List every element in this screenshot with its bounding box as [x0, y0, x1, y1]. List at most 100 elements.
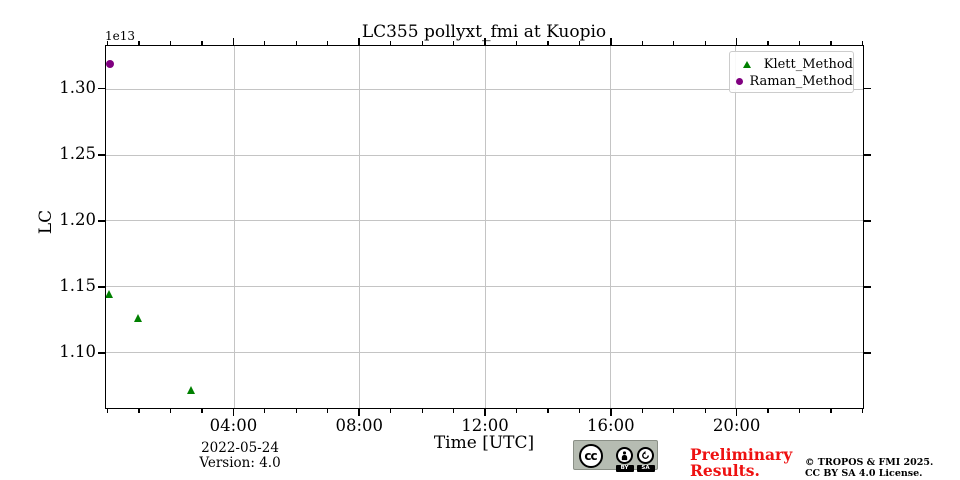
x-minor-tick-bottom: [390, 408, 392, 413]
x-minor-tick-bottom: [861, 408, 863, 413]
x-major-tick-top: [358, 38, 361, 45]
x-minor-tick-bottom: [704, 408, 706, 413]
preliminary-results-note: Preliminary Results.: [690, 445, 793, 480]
y-gridline: [105, 220, 863, 222]
y-major-tick-right: [864, 352, 871, 354]
x-major-tick-bottom: [610, 408, 612, 416]
y-gridline: [105, 88, 863, 90]
legend-label-raman: Raman_Method: [749, 73, 853, 89]
x-minor-tick-bottom: [767, 408, 769, 413]
x-minor-tick-top: [295, 41, 297, 45]
x-minor-tick-top: [673, 41, 675, 45]
version-label: Version: 4.0: [199, 455, 281, 471]
x-tick-label: 16:00: [587, 415, 635, 435]
x-minor-tick-top: [201, 41, 203, 45]
x-minor-tick-top: [641, 41, 643, 45]
cc-by-person-icon: [616, 447, 633, 464]
x-tick-label: 04:00: [209, 415, 258, 435]
y-gridline: [105, 154, 863, 156]
data-point-klett_method: [187, 386, 196, 395]
y-tick-label: 1.25: [59, 144, 96, 164]
chart-title: LC355 pollyxt_fmi at Kuopio: [361, 22, 607, 42]
x-gridline: [359, 46, 361, 408]
x-minor-tick-bottom: [264, 408, 266, 413]
x-major-tick-bottom: [358, 408, 361, 416]
x-tick-label: 12:00: [461, 415, 509, 435]
y-major-tick-right: [864, 220, 871, 222]
y-major-tick-left: [97, 153, 105, 156]
x-major-tick-top: [232, 38, 235, 45]
x-major-tick-bottom: [484, 408, 486, 416]
x-minor-tick-top: [547, 41, 549, 45]
plot-area: [104, 45, 864, 409]
y-axis-offset-text: 1e13: [105, 29, 136, 43]
x-minor-tick-top: [798, 41, 801, 45]
y-major-tick-right: [864, 286, 871, 288]
x-minor-tick-bottom: [295, 408, 297, 413]
data-point-raman_method: [106, 60, 115, 69]
x-minor-tick-top: [138, 41, 140, 45]
x-minor-tick-top: [107, 41, 109, 45]
x-minor-tick-top: [704, 41, 706, 45]
cc-by-sa-badge: cc BY SA: [573, 440, 658, 472]
x-minor-tick-top: [327, 41, 329, 45]
legend-item-klett: Klett_Method: [730, 56, 853, 73]
x-gridline: [484, 46, 486, 408]
y-major-tick-left: [97, 220, 105, 222]
measurement-date: 2022-05-24: [201, 440, 279, 456]
x-major-tick-bottom: [735, 408, 738, 416]
x-minor-tick-bottom: [169, 408, 172, 413]
y-gridline: [105, 286, 863, 288]
y-tick-label: 1.20: [59, 210, 96, 230]
x-minor-tick-bottom: [201, 408, 203, 413]
y-major-tick-left: [97, 87, 105, 90]
legend-item-raman: Raman_Method: [730, 73, 853, 90]
cc-by-label: BY: [615, 465, 634, 472]
x-minor-tick-top: [264, 41, 266, 45]
x-minor-tick-top: [169, 41, 172, 45]
x-major-tick-top: [735, 38, 738, 45]
x-minor-tick-top: [578, 41, 580, 45]
x-minor-tick-bottom: [107, 408, 109, 413]
x-minor-tick-bottom: [452, 408, 455, 413]
y-gridline: [105, 351, 863, 353]
circle-marker-icon: [730, 78, 749, 85]
x-gridline: [233, 46, 235, 408]
y-tick-label: 1.15: [59, 276, 96, 296]
x-major-tick-top: [484, 38, 486, 45]
x-tick-label: 08:00: [335, 415, 384, 435]
date-version-annotation: 2022-05-24 Version: 4.0: [160, 441, 320, 471]
x-minor-tick-bottom: [830, 408, 832, 413]
x-minor-tick-bottom: [515, 408, 518, 413]
legend-label-klett: Klett_Method: [763, 56, 853, 72]
x-major-tick-top: [610, 38, 612, 45]
x-minor-tick-bottom: [798, 408, 801, 413]
x-tick-label: 20:00: [712, 415, 761, 435]
y-major-tick-left: [97, 286, 105, 288]
x-minor-tick-top: [767, 41, 769, 45]
y-tick-label: 1.10: [59, 342, 96, 362]
copyright-note: © TROPOS & FMI 2025. CC BY SA 4.0 Licens…: [805, 457, 934, 479]
legend: Klett_Method Raman_Method: [729, 51, 854, 93]
y-major-tick-right: [864, 87, 871, 90]
x-minor-tick-bottom: [421, 408, 423, 413]
cc-sa-arrow-icon: [637, 447, 654, 464]
x-minor-tick-bottom: [547, 408, 549, 413]
triangle-marker-icon: [730, 61, 764, 68]
x-minor-tick-top: [515, 41, 518, 45]
x-major-tick-bottom: [232, 408, 235, 416]
x-gridline: [735, 46, 737, 408]
x-minor-tick-top: [830, 41, 832, 45]
x-minor-tick-top: [390, 41, 392, 45]
y-tick-label: 1.30: [59, 78, 96, 98]
x-minor-tick-bottom: [327, 408, 329, 413]
y-major-tick-left: [97, 352, 105, 354]
x-minor-tick-top: [452, 41, 455, 45]
x-axis-label: Time [UTC]: [433, 433, 535, 453]
x-minor-tick-top: [861, 41, 863, 45]
x-gridline: [609, 46, 611, 408]
x-minor-tick-bottom: [641, 408, 643, 413]
data-point-klett_method: [134, 314, 143, 323]
x-minor-tick-bottom: [578, 408, 580, 413]
